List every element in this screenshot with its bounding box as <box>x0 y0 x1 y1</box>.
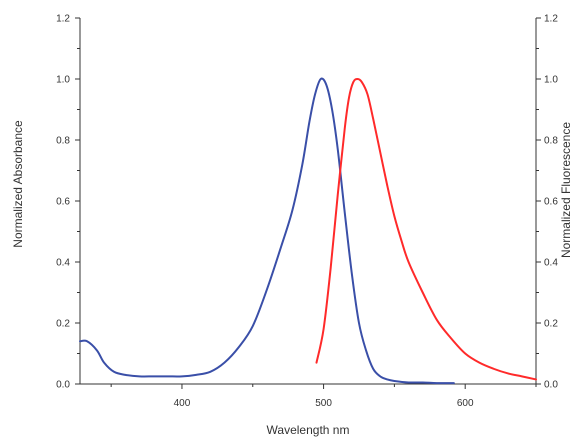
left-y-tick-label: 0.0 <box>56 380 70 391</box>
right-y-tick-label: 0.0 <box>544 380 558 391</box>
right-y-tick-label: 0.6 <box>544 197 558 208</box>
left-y-tick-label: 1.0 <box>56 75 70 86</box>
x-ticks: 400 500 600 <box>110 384 537 409</box>
right-y-tick-label: 0.8 <box>544 136 558 147</box>
left-y-tick-label: 0.6 <box>56 197 70 208</box>
left-y-tick-label: 0.8 <box>56 136 70 147</box>
axes <box>79 18 537 385</box>
left-y-ticks: 0.0 0.2 0.4 0.6 0.8 1.0 1.2 <box>56 14 80 391</box>
right-y-ticks: 0.0 0.2 0.4 0.6 0.8 1.0 1.2 <box>536 14 558 391</box>
right-y-tick-label: 0.4 <box>544 258 558 269</box>
fluorescence-line <box>315 78 537 381</box>
right-y-tick-label: 0.2 <box>544 319 558 330</box>
left-y-tick-label: 0.4 <box>56 258 70 269</box>
absorbance-line <box>79 77 455 385</box>
x-axis-title: Wavelength nm <box>267 423 350 437</box>
left-y-tick-label: 0.2 <box>56 319 70 330</box>
x-tick-label: 600 <box>457 398 474 409</box>
left-y-axis-title: Normalized Absorbance <box>11 120 25 248</box>
right-y-tick-label: 1.2 <box>544 14 558 25</box>
x-tick-label: 500 <box>315 398 332 409</box>
x-tick-label: 400 <box>174 398 191 409</box>
right-y-tick-label: 1.0 <box>544 75 558 86</box>
left-y-tick-label: 1.2 <box>56 14 70 25</box>
right-y-axis-title: Normalized Fluorescence <box>559 122 573 258</box>
series-layer <box>79 77 537 385</box>
